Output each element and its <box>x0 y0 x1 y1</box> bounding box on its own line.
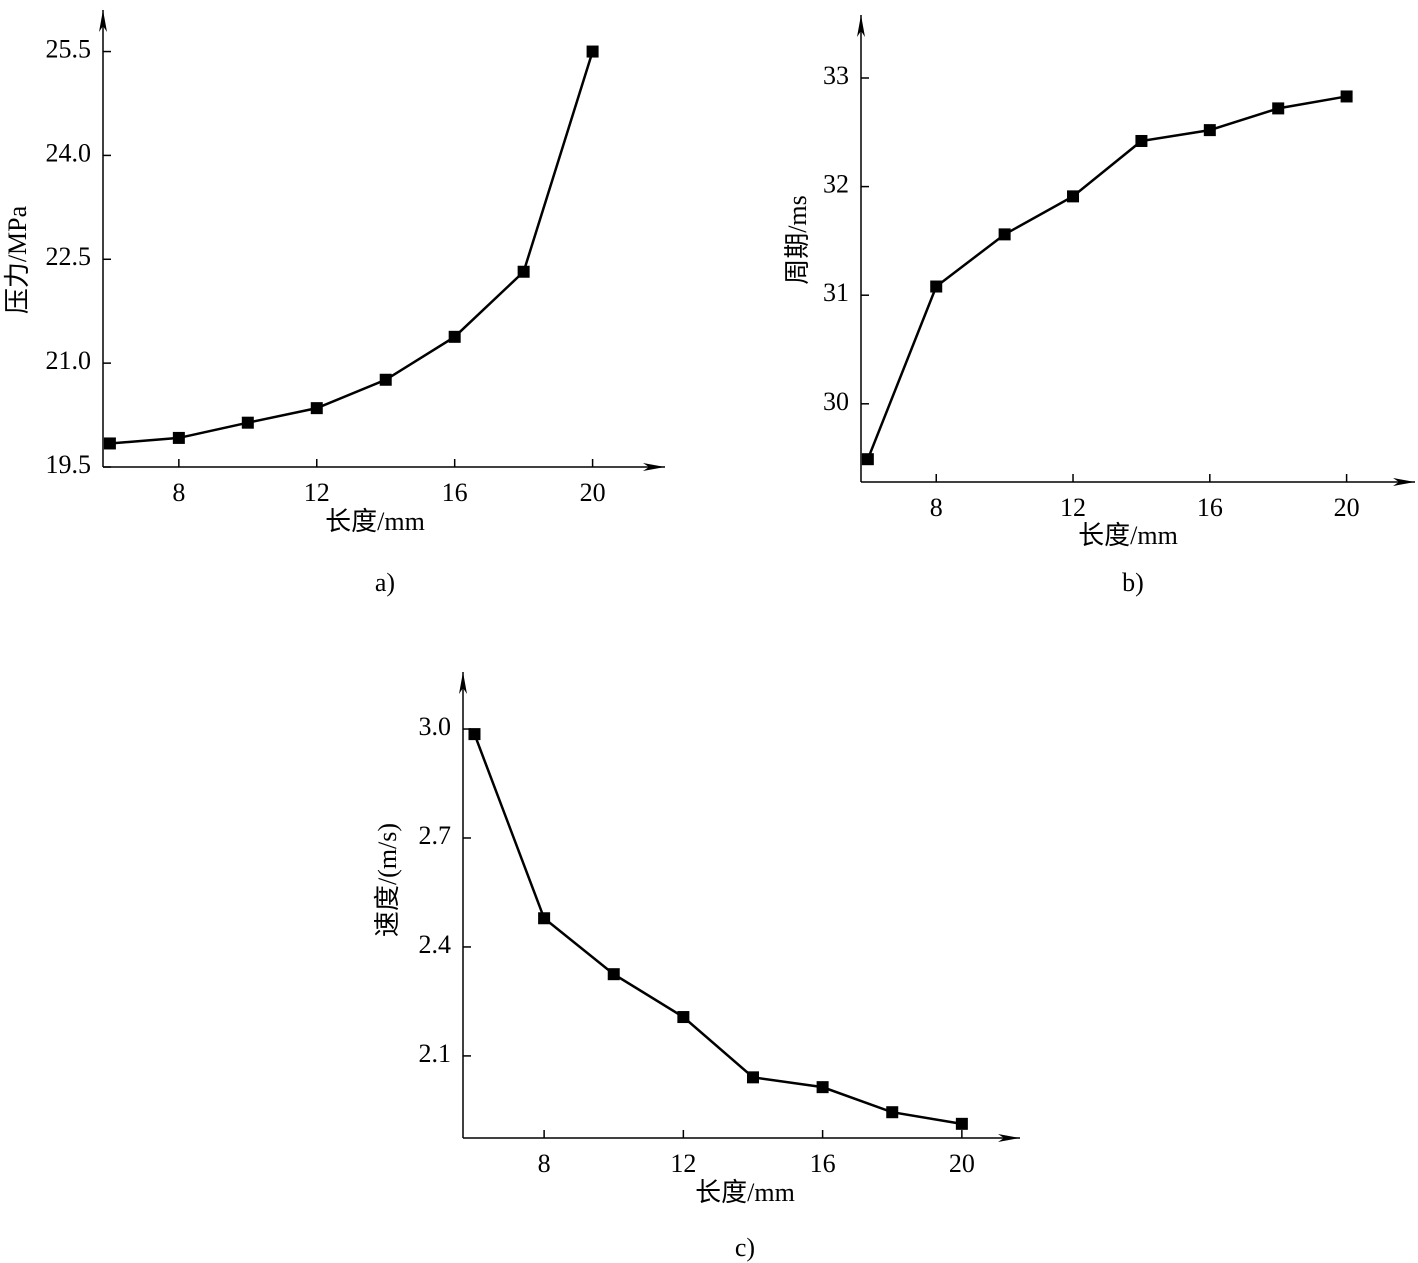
caption: a) <box>375 568 395 597</box>
y-axis-label: 周期/ms <box>783 195 812 285</box>
data-point <box>746 1071 759 1084</box>
data-point <box>1135 134 1148 147</box>
data-line <box>866 95 1347 460</box>
x-tick-label: 16 <box>442 478 468 507</box>
y-tick-label: 32 <box>823 170 849 199</box>
data-point <box>379 373 392 386</box>
y-tick-label: 21.0 <box>46 346 92 375</box>
y-axis-arrow <box>99 10 107 32</box>
y-tick-label: 19.5 <box>46 450 92 479</box>
x-tick-label: 8 <box>930 493 943 522</box>
data-point <box>886 1106 899 1119</box>
y-axis-label: 速度/(m/s) <box>373 823 402 937</box>
y-axis-arrow <box>857 15 865 37</box>
x-axis-label: 长度/mm <box>325 507 425 536</box>
data-point <box>861 453 874 466</box>
data-point <box>1203 124 1216 137</box>
y-axis-arrow <box>459 672 467 694</box>
x-axis-label: 长度/mm <box>695 1178 795 1207</box>
data-point <box>998 228 1011 241</box>
y-axis-label: 压力/MPa <box>3 205 32 314</box>
data-line <box>109 51 594 445</box>
x-axis-arrow <box>643 463 665 471</box>
x-tick-label: 12 <box>1060 493 1086 522</box>
data-point <box>677 1011 690 1024</box>
x-tick-label: 20 <box>580 478 606 507</box>
caption: c) <box>735 1233 755 1262</box>
y-tick-label: 2.4 <box>419 930 452 959</box>
y-tick-label: 33 <box>823 61 849 90</box>
x-tick-label: 8 <box>538 1149 551 1178</box>
data-point <box>103 437 116 450</box>
data-point <box>1340 90 1353 103</box>
data-point <box>172 431 185 444</box>
x-axis-arrow <box>1393 478 1415 486</box>
chart: 8 12 16 20 2.1 2.4 2.7 3.0 长度/mm 速度/(m/s) c) <box>373 672 1020 1262</box>
chart: 8 12 16 20 19.5 21.0 22.5 24.0 25.5 长度/mm 压力/MPa a) <box>3 10 665 597</box>
data-point <box>310 402 323 415</box>
x-tick-label: 16 <box>1197 493 1223 522</box>
data-point <box>448 330 461 343</box>
caption: b) <box>1122 568 1144 597</box>
data-point <box>241 416 254 429</box>
y-tick-label: 3.0 <box>419 712 452 741</box>
data-point <box>816 1081 829 1094</box>
x-tick-label: 12 <box>304 478 330 507</box>
chart: 8 12 16 20 30 31 32 33 长度/mm 周期/ms b) <box>783 15 1415 597</box>
data-point <box>607 968 620 981</box>
data-point <box>517 265 530 278</box>
y-tick-label: 22.5 <box>46 242 92 271</box>
data-point <box>538 912 551 925</box>
data-point <box>1067 190 1080 203</box>
data-line <box>473 733 963 1126</box>
data-point <box>955 1117 968 1130</box>
x-axis-label: 长度/mm <box>1078 521 1178 550</box>
y-tick-label: 2.7 <box>419 821 452 850</box>
x-tick-label: 20 <box>949 1149 975 1178</box>
x-axis-arrow <box>998 1134 1020 1142</box>
data-point <box>1272 102 1285 115</box>
y-tick-label: 25.5 <box>46 35 92 64</box>
y-tick-label: 31 <box>823 278 849 307</box>
y-tick-label: 30 <box>823 387 849 416</box>
y-tick-label: 24.0 <box>46 138 92 167</box>
x-tick-label: 20 <box>1334 493 1360 522</box>
data-point <box>586 45 599 58</box>
data-point <box>468 728 481 741</box>
x-tick-label: 12 <box>670 1149 696 1178</box>
x-tick-label: 8 <box>172 478 185 507</box>
data-point <box>930 280 943 293</box>
x-tick-label: 16 <box>810 1149 836 1178</box>
y-tick-label: 2.1 <box>419 1039 452 1068</box>
